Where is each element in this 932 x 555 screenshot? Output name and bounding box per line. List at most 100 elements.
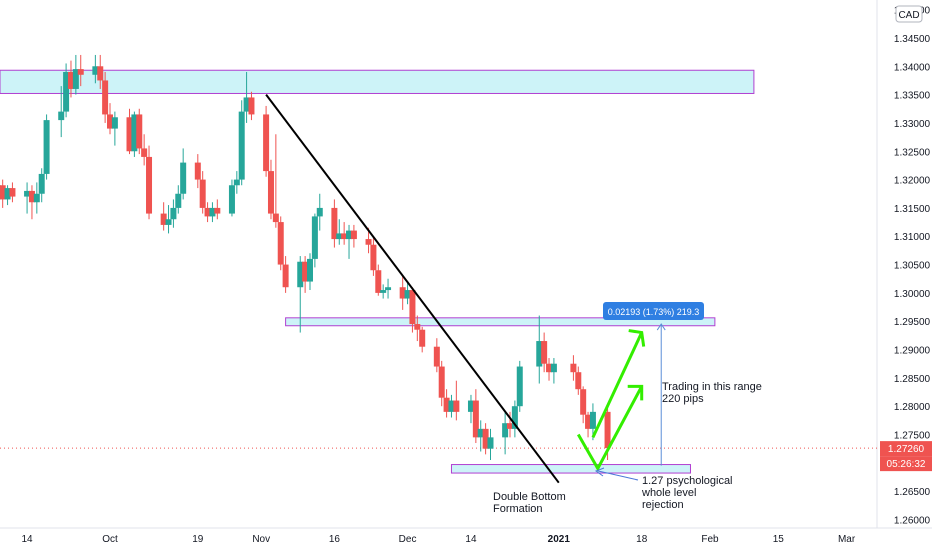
candle-body	[194, 162, 201, 180]
candle	[28, 185, 35, 220]
trendline	[265, 94, 560, 484]
time-tick-label: 14	[22, 534, 34, 545]
currency-badge-text: CAD	[898, 10, 919, 21]
price-tick-label: 1.27500	[894, 431, 931, 442]
candle	[541, 332, 548, 373]
price-tick-label: 1.33000	[894, 119, 931, 130]
candle	[536, 315, 543, 384]
candle-body	[131, 114, 138, 152]
candle-body	[107, 114, 113, 129]
candle-body	[297, 261, 304, 288]
candle-body	[214, 207, 221, 214]
price-tick-label: 1.31000	[894, 232, 931, 243]
candle-body	[170, 207, 177, 220]
price-tick-label: 1.31500	[894, 204, 931, 215]
candle-body	[477, 428, 484, 438]
zone-support	[450, 464, 691, 474]
candle	[516, 360, 523, 412]
candle	[467, 394, 474, 424]
candle	[33, 182, 40, 214]
measure-arrowhead	[656, 323, 666, 331]
candle-body	[204, 207, 211, 217]
double-bottom-line-1: Double Bottom	[493, 491, 566, 503]
candle-body	[336, 233, 343, 240]
candle	[263, 105, 270, 177]
price-tick-label: 1.26500	[894, 487, 931, 498]
candle	[4, 185, 11, 206]
candle-body	[180, 162, 187, 194]
candle-body	[111, 117, 118, 129]
candle	[63, 63, 70, 118]
candle-body	[550, 363, 557, 373]
candle	[248, 91, 255, 121]
candle-body	[541, 341, 548, 364]
candle-body	[375, 270, 382, 293]
candle-body	[350, 230, 357, 240]
price-tick-label: 1.26000	[894, 516, 931, 527]
candle	[346, 224, 353, 259]
candle	[404, 281, 411, 305]
candle-body	[467, 400, 474, 412]
projection-arrowhead-upper	[628, 329, 646, 347]
psych-pointer	[597, 470, 639, 481]
candle-body	[267, 171, 274, 214]
time-tick-label: Feb	[701, 534, 719, 545]
candle-body	[238, 111, 245, 180]
countdown-box	[880, 456, 932, 472]
candle	[336, 219, 343, 245]
candle	[97, 54, 104, 89]
candle-body	[438, 366, 445, 398]
price-tick-label: 1.32000	[894, 176, 931, 187]
candle	[414, 315, 421, 342]
candle	[307, 253, 313, 291]
price-tick-label: 1.34500	[894, 34, 931, 45]
candle-body	[487, 437, 494, 449]
time-axis[interactable]: 14 Oct 19 Nov 16 Dec 14 2021 18 Feb 15 Mar	[0, 527, 932, 545]
candle-body	[365, 239, 372, 245]
candle-body	[585, 414, 592, 429]
candle	[297, 256, 304, 333]
time-tick-label: 19	[192, 534, 204, 545]
range-note-line-1: Trading in this range	[662, 381, 762, 393]
range-annotation: Trading in this range 220 pips	[662, 381, 762, 405]
candle-body	[63, 71, 70, 112]
candle-body	[511, 406, 518, 429]
candle	[131, 111, 138, 157]
candle-body	[4, 188, 11, 200]
candle	[233, 171, 240, 194]
candle	[502, 411, 509, 455]
candle	[136, 108, 143, 155]
candle	[238, 100, 245, 186]
candle-body	[346, 230, 353, 240]
price-tick-label: 1.28500	[894, 374, 931, 385]
candle-body	[507, 423, 513, 429]
candle	[282, 256, 289, 293]
candle-body	[199, 179, 206, 208]
range-note-line-2: 220 pips	[662, 393, 704, 405]
candle	[228, 179, 235, 217]
candle	[0, 179, 6, 208]
candle-body	[536, 341, 543, 367]
candle-body	[472, 400, 479, 438]
projection-arrowhead-lower	[627, 384, 644, 401]
candle	[214, 199, 221, 220]
candle	[165, 205, 172, 234]
candle	[419, 326, 426, 353]
candle-body	[33, 193, 40, 203]
candle	[477, 420, 484, 452]
time-tick-label: Dec	[399, 534, 417, 545]
candle	[580, 386, 587, 424]
zone-resistance	[0, 69, 755, 94]
psych-note-line-2: whole level	[641, 487, 696, 499]
measure-tag[interactable]: 0.02193 (1.73%) 219.3	[603, 302, 704, 320]
candle-body	[233, 179, 240, 186]
currency-badge[interactable]: CAD	[895, 5, 923, 23]
candle-body	[604, 411, 611, 449]
candle	[487, 428, 494, 461]
candle-body	[277, 222, 284, 265]
candle	[316, 193, 323, 231]
last-price-label: 1.27260 05:26:32	[880, 441, 932, 472]
candle	[472, 389, 479, 444]
